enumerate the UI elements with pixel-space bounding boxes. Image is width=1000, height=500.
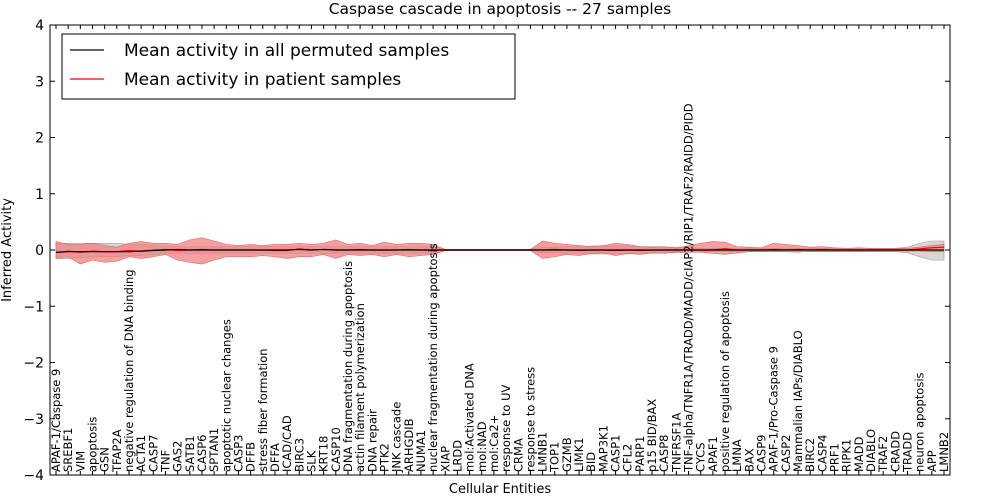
x-category-label: TNFRSF1A — [669, 413, 683, 473]
x-category-label: SPTAN1 — [207, 428, 221, 472]
x-category-label: TFAP2A — [110, 429, 124, 473]
x-category-label: RIPK1 — [840, 439, 854, 472]
x-category-label: DFFA — [268, 443, 282, 472]
y-tick-label: −2 — [23, 356, 44, 372]
x-category-label: response to UV — [499, 384, 513, 472]
x-category-label: NUMA1 — [414, 430, 428, 472]
x-category-label: KRT18 — [317, 436, 331, 472]
x-category-label: DIABLO — [864, 429, 878, 472]
x-category-label: DNA fragmentation during apoptosis — [341, 261, 355, 472]
x-category-label: ICAD/CAD — [280, 415, 294, 472]
x-category-label: CASP7 — [146, 435, 160, 472]
x-category-label: LMNA — [730, 439, 744, 472]
x-category-label: MAP3K1 — [596, 425, 610, 472]
x-category-label: APAF-1/Pro-Caspase 9 — [767, 346, 781, 472]
x-category-label: APAF-1/Caspase 9 — [49, 369, 63, 472]
x-category-label: TRADD — [901, 432, 915, 473]
x-category-label: LRDD — [450, 440, 464, 472]
x-category-label: PTK2 — [377, 443, 391, 472]
x-category-label: APAF1 — [706, 436, 720, 472]
x-category-label: LMNB1 — [536, 432, 550, 472]
x-axis-label: Cellular Entities — [449, 482, 551, 497]
permuted-mean-line — [55, 248, 944, 253]
x-category-label: p15 BID/BAX — [645, 399, 659, 472]
x-category-label: nuclear fragmentation during apoptosis — [426, 243, 440, 472]
x-category-label: CASP3 — [231, 435, 245, 472]
x-category-label: CASP10 — [329, 427, 343, 472]
x-category-label: CRMA — [511, 438, 525, 472]
x-category-label: ARHGDIB — [402, 418, 416, 472]
x-category-label: SREBF1 — [61, 428, 75, 472]
x-category-label: XIAP — [438, 446, 452, 472]
x-category-label: GAS2 — [171, 441, 185, 472]
x-category-label: CASP6 — [195, 435, 209, 472]
x-category-label: BIRC3 — [292, 438, 306, 472]
y-tick-label: 3 — [35, 74, 44, 90]
x-category-label: DFFB — [244, 442, 258, 472]
x-category-label: TRAF2 — [876, 436, 890, 473]
x-category-label: JNK cascade — [390, 402, 404, 473]
x-category-label: TNF — [158, 450, 172, 473]
x-category-label: CASP8 — [657, 435, 671, 472]
x-category-label: actin filament polymerization — [353, 303, 367, 472]
x-category-label: GZMB — [560, 437, 574, 472]
x-category-label: stress fiber formation — [256, 348, 270, 472]
x-category-label: APP — [925, 450, 939, 472]
legend: Mean activity in all permuted samples Me… — [61, 33, 516, 100]
x-category-label: BIRC2 — [803, 438, 817, 472]
x-category-label: negative regulation of DNA binding — [122, 269, 136, 472]
x-category-label: CRADD — [888, 431, 902, 472]
y-tick-label: −3 — [23, 412, 44, 428]
x-category-label: mol:Activated DNA — [463, 363, 477, 472]
x-category-label: LMNB2 — [937, 432, 951, 472]
y-tick-label: −1 — [23, 299, 44, 315]
chart-title: Caspase cascade in apoptosis -- 27 sampl… — [329, 0, 672, 18]
lines-layer — [55, 246, 945, 254]
x-category-label: BAX — [742, 448, 756, 472]
x-category-label: DNA repair — [365, 409, 379, 472]
y-tick-label: 1 — [35, 187, 44, 203]
x-category-label: CASP1 — [609, 435, 623, 472]
x-category-label: CFL2 — [621, 444, 635, 472]
x-category-label: SLK — [304, 450, 318, 472]
x-category-label: apoptosis — [85, 417, 99, 472]
legend-box — [61, 33, 516, 100]
legend-permuted-label: Mean activity in all permuted samples — [124, 41, 449, 61]
x-category-label: PRF1 — [828, 443, 842, 472]
x-category-label: mol:NAD — [475, 421, 489, 472]
x-category-label: CASP4 — [815, 435, 829, 472]
x-category-label: CASP9 — [755, 435, 769, 472]
x-category-label: Mammalian IAPs/DIABLO — [791, 330, 805, 472]
x-category-label: PARP1 — [633, 436, 647, 472]
x-category-label: ACTA1 — [134, 435, 148, 472]
x-category-label: TOP1 — [548, 442, 562, 473]
category-labels: APAF-1/Caspase 9SREBF1VIMapoptosisGSNTFA… — [49, 103, 951, 473]
y-axis-label: Inferred Activity — [0, 198, 15, 302]
x-category-label: GSN — [98, 447, 112, 472]
x-category-label: response to stress — [523, 367, 537, 472]
x-category-label: TNF-alpha/TNFR1A/TRADD/MADD/cIAP2/RIP1/T… — [682, 103, 696, 473]
x-category-label: MADD — [852, 436, 866, 472]
x-category-label: positive regulation of apoptosis — [718, 291, 732, 472]
y-tick-label: 4 — [35, 18, 44, 34]
legend-patient-label: Mean activity in patient samples — [124, 70, 401, 90]
patient-band — [55, 237, 945, 265]
x-axis-ticks — [55, 25, 945, 475]
x-category-label: CYCS — [694, 442, 708, 472]
y-tick-label: 0 — [35, 243, 44, 259]
x-category-label: VIM — [73, 451, 87, 472]
x-category-label: neuron apoptosis — [913, 372, 927, 472]
y-tick-label: −4 — [23, 468, 44, 484]
x-category-label: mol:Ca2+ — [487, 415, 501, 472]
x-category-label: SATB1 — [183, 435, 197, 472]
y-axis-ticks: 4 3 2 1 0 −1 −2 −3 −4 — [23, 18, 950, 484]
x-category-label: apoptotic nuclear changes — [219, 319, 233, 472]
x-category-label: CASP2 — [779, 435, 793, 472]
x-category-label: BID — [584, 452, 598, 472]
y-tick-label: 2 — [35, 131, 44, 147]
x-category-label: LIMK1 — [572, 437, 586, 472]
